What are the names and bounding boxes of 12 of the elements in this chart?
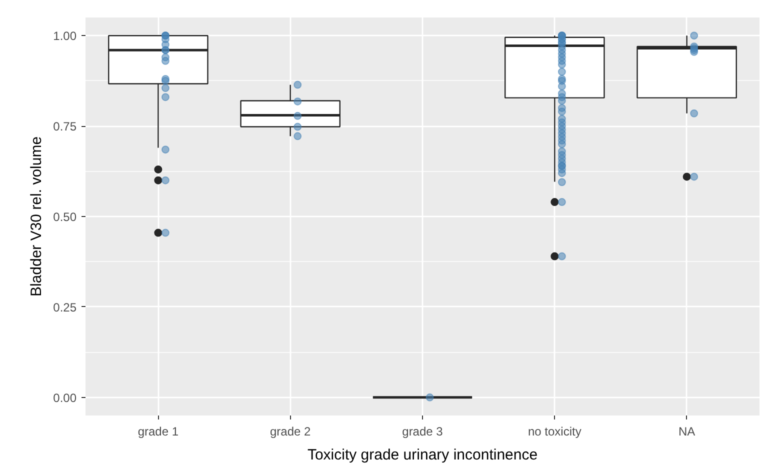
y-tick-label: 0.25 — [53, 300, 77, 314]
y-tick-label: 0.00 — [53, 390, 77, 405]
x-tick-label: no toxicity — [528, 424, 582, 438]
x-tick-label: grade 2 — [270, 424, 312, 438]
x-axis-title: Toxicity grade urinary incontinence — [307, 446, 538, 464]
y-tick-label: 1.00 — [53, 29, 77, 44]
y-axis-title: Bladder V30 rel. volume — [28, 136, 46, 297]
y-tick-label: 0.50 — [53, 210, 77, 224]
x-tick-label: NA — [678, 424, 696, 438]
x-tick-label: grade 1 — [138, 424, 179, 438]
y-tick-label: 0.75 — [53, 120, 77, 134]
x-tick-label: grade 3 — [402, 424, 444, 438]
